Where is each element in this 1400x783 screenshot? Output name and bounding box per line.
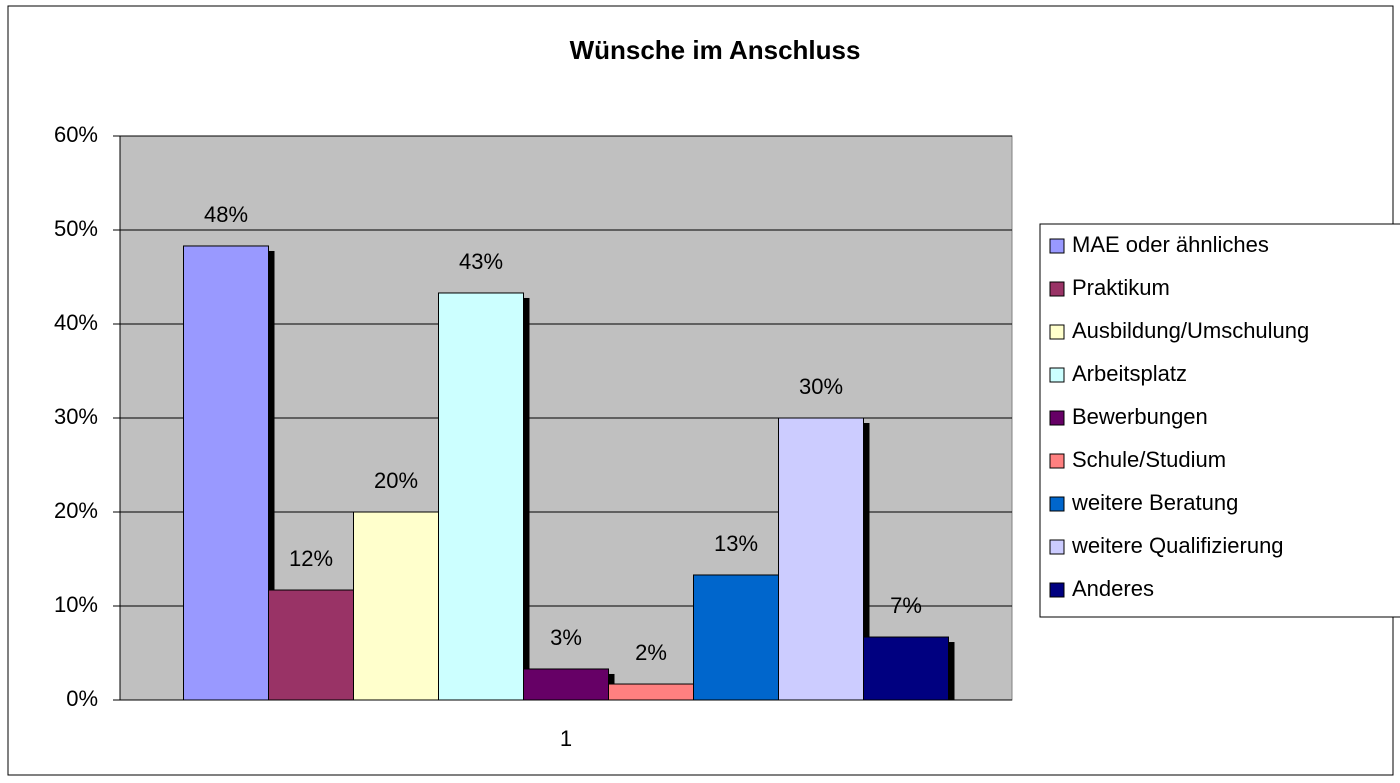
bar-shadow bbox=[268, 250, 275, 701]
legend-label: Anderes bbox=[1072, 576, 1154, 601]
bar bbox=[778, 417, 864, 701]
x-tick-label: 1 bbox=[560, 726, 572, 751]
value-label: 43% bbox=[459, 249, 503, 274]
y-tick-label: 50% bbox=[54, 216, 98, 241]
bar-shadow bbox=[863, 423, 870, 700]
value-label: 20% bbox=[374, 468, 418, 493]
bar-shadow bbox=[523, 297, 530, 700]
legend-swatch bbox=[1049, 410, 1065, 426]
y-tick-label: 30% bbox=[54, 404, 98, 429]
bar bbox=[268, 589, 354, 701]
value-label: 3% bbox=[550, 625, 582, 650]
legend-swatch bbox=[1049, 582, 1065, 598]
legend-swatch bbox=[1049, 281, 1065, 297]
legend-swatch bbox=[1049, 367, 1065, 383]
legend-swatch bbox=[1049, 496, 1065, 512]
value-label: 7% bbox=[890, 593, 922, 618]
y-tick-label: 60% bbox=[54, 122, 98, 147]
bar bbox=[523, 668, 609, 701]
value-label: 48% bbox=[204, 202, 248, 227]
legend-label: Ausbildung/Umschulung bbox=[1072, 318, 1309, 343]
legend-swatch bbox=[1049, 324, 1065, 340]
bar bbox=[693, 574, 779, 701]
y-tick-label: 40% bbox=[54, 310, 98, 335]
legend-label: Schule/Studium bbox=[1072, 447, 1226, 472]
value-label: 12% bbox=[289, 546, 333, 571]
chart-title: Wünsche im Anschluss bbox=[570, 35, 861, 65]
bar bbox=[438, 292, 524, 701]
y-tick-label: 10% bbox=[54, 592, 98, 617]
bar bbox=[863, 636, 949, 701]
value-label: 30% bbox=[799, 374, 843, 399]
legend-swatch bbox=[1049, 238, 1065, 254]
bar bbox=[183, 245, 269, 701]
legend-label: Praktikum bbox=[1072, 275, 1170, 300]
value-label: 2% bbox=[635, 640, 667, 665]
legend-label: Bewerbungen bbox=[1072, 404, 1208, 429]
legend-label: MAE oder ähnliches bbox=[1072, 232, 1269, 257]
legend-label: weitere Qualifizierung bbox=[1071, 533, 1284, 558]
legend-swatch bbox=[1049, 539, 1065, 555]
legend-label: Arbeitsplatz bbox=[1072, 361, 1187, 386]
legend-swatch bbox=[1049, 453, 1065, 469]
legend-box bbox=[1039, 223, 1400, 618]
legend-label: weitere Beratung bbox=[1071, 490, 1238, 515]
bar-shadow bbox=[948, 642, 955, 700]
value-label: 13% bbox=[714, 531, 758, 556]
y-tick-label: 20% bbox=[54, 498, 98, 523]
bar bbox=[608, 683, 694, 701]
bar bbox=[353, 511, 439, 701]
y-tick-label: 0% bbox=[66, 686, 98, 711]
